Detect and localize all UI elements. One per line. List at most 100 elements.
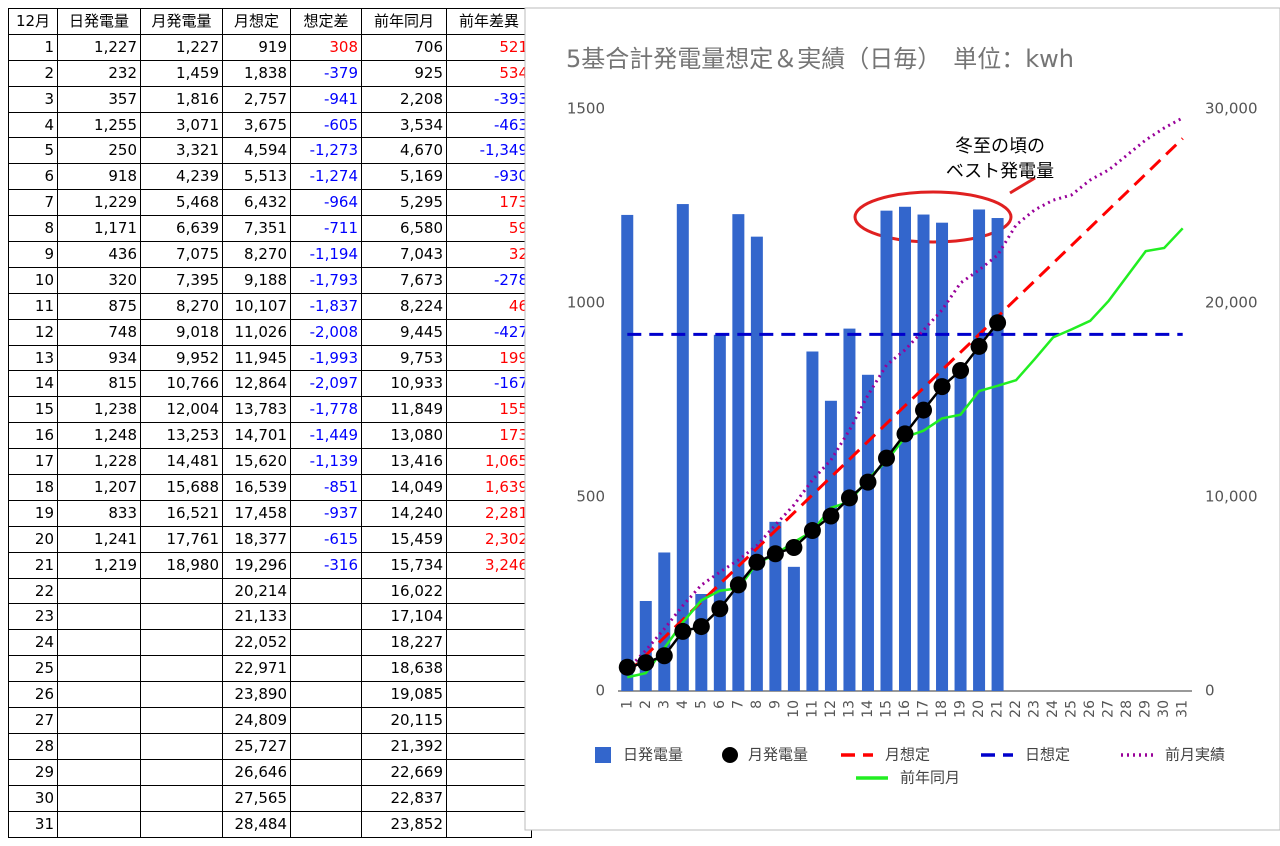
cell: 8,270 xyxy=(222,241,291,268)
table-row: 10 320 7,395 9,188 -1,793 7,673 -278 xyxy=(8,266,532,294)
cell xyxy=(290,732,362,760)
cell: -427 xyxy=(446,318,532,346)
cell: 23,852 xyxy=(361,810,447,838)
cell: 1,171 xyxy=(57,215,141,243)
table-row: 22 20,214 16,022 xyxy=(8,577,532,605)
table-row: 7 1,229 5,468 6,432 -964 5,295 173 xyxy=(8,189,532,217)
y-tick-label: 500 xyxy=(576,488,605,506)
cell: 9 xyxy=(8,241,58,268)
y2-tick-label: 20,000 xyxy=(1205,294,1258,312)
y-tick-label: 0 xyxy=(595,682,605,700)
cell xyxy=(446,577,532,605)
x-tick-label: 26 xyxy=(1082,700,1098,718)
cell xyxy=(140,784,223,812)
cell: 815 xyxy=(57,370,141,398)
table-row: 23 21,133 17,104 xyxy=(8,603,532,631)
bar xyxy=(695,594,708,691)
table-row: 12 748 9,018 11,026 -2,008 9,445 -427 xyxy=(8,318,532,346)
cell: 19,296 xyxy=(222,551,291,579)
x-tick-label: 21 xyxy=(990,700,1006,718)
x-tick-label: 3 xyxy=(656,700,672,709)
bar xyxy=(991,218,1004,691)
cell: 7,351 xyxy=(222,215,291,243)
cell: 日発電量 xyxy=(57,8,141,35)
cell: 1 xyxy=(8,33,58,61)
line-marker xyxy=(803,522,821,540)
x-tick-label: 4 xyxy=(675,700,691,709)
line-marker xyxy=(674,622,692,640)
bar xyxy=(639,600,652,691)
cell: 14,240 xyxy=(361,499,447,527)
table-row: 18 1,207 15,688 16,539 -851 14,049 1,639 xyxy=(8,474,532,501)
cell: -615 xyxy=(290,525,362,553)
cell: 833 xyxy=(57,499,141,527)
cell: 3,534 xyxy=(361,111,447,139)
cell: 18,227 xyxy=(361,629,447,657)
x-tick-label: 12 xyxy=(823,700,839,718)
bar xyxy=(806,351,819,691)
cell xyxy=(140,810,223,838)
cell: 14,481 xyxy=(140,448,223,476)
cell xyxy=(446,758,532,786)
cell: -1,274 xyxy=(290,163,362,191)
cell: 10,107 xyxy=(222,292,291,320)
cell xyxy=(446,655,532,683)
x-tick-label: 7 xyxy=(730,700,746,709)
cell: 1,227 xyxy=(140,33,223,61)
cell xyxy=(57,784,141,812)
cell: 21 xyxy=(8,551,58,579)
x-tick-label: 1 xyxy=(619,700,635,709)
cell: 12,864 xyxy=(222,370,291,398)
x-tick-label: 6 xyxy=(712,700,728,709)
bar xyxy=(787,566,800,691)
cell: 6,432 xyxy=(222,189,291,217)
cell xyxy=(446,707,532,734)
cell: 16,521 xyxy=(140,499,223,527)
cell: 155 xyxy=(446,396,532,424)
table-row: 9 436 7,075 8,270 -1,194 7,043 32 xyxy=(8,241,532,268)
cell: 1,228 xyxy=(57,448,141,476)
highlight-ellipse xyxy=(853,190,1013,244)
table-row: 20 1,241 17,761 18,377 -615 15,459 2,302 xyxy=(8,525,532,553)
legend-swatch xyxy=(595,747,611,763)
cell xyxy=(140,655,223,683)
bar xyxy=(954,367,967,691)
cell: 15 xyxy=(8,396,58,424)
cell: 28,484 xyxy=(222,810,291,838)
cell: 13,080 xyxy=(361,422,447,450)
cell: 9,188 xyxy=(222,266,291,294)
x-tick-label: 31 xyxy=(1175,700,1191,718)
x-tick-label: 22 xyxy=(1008,700,1024,718)
x-tick-label: 19 xyxy=(953,700,969,718)
x-tick-label: 8 xyxy=(749,700,765,709)
bar xyxy=(750,236,763,692)
cell: 23 xyxy=(8,603,58,631)
line-marker xyxy=(785,539,803,557)
x-tick-label: 23 xyxy=(1027,700,1043,718)
bar xyxy=(621,214,634,691)
cell: 20 xyxy=(8,525,58,553)
line-series xyxy=(626,137,1184,675)
x-tick-label: 11 xyxy=(804,700,820,718)
table-row: 16 1,248 13,253 14,701 -1,449 13,080 173 xyxy=(8,422,532,450)
cell xyxy=(290,784,362,812)
cell: 22,669 xyxy=(361,758,447,786)
bar xyxy=(676,204,689,691)
cell: 3,246 xyxy=(446,551,532,579)
table-row: 25 22,971 18,638 xyxy=(8,655,532,683)
cell: 18,980 xyxy=(140,551,223,579)
legend-label: 前年同月 xyxy=(900,769,960,787)
x-tick-label: 5 xyxy=(693,700,709,709)
cell: 250 xyxy=(57,137,141,165)
cell: 17 xyxy=(8,448,58,476)
cell: 320 xyxy=(57,266,141,294)
line-marker xyxy=(748,553,766,571)
bar xyxy=(973,209,986,691)
cell: 4,239 xyxy=(140,163,223,191)
cell: -1,349 xyxy=(446,137,532,165)
cell: 13,783 xyxy=(222,396,291,424)
cell: 14,049 xyxy=(361,474,447,501)
cell: 1,238 xyxy=(57,396,141,424)
x-tick-label: 24 xyxy=(1045,700,1061,718)
